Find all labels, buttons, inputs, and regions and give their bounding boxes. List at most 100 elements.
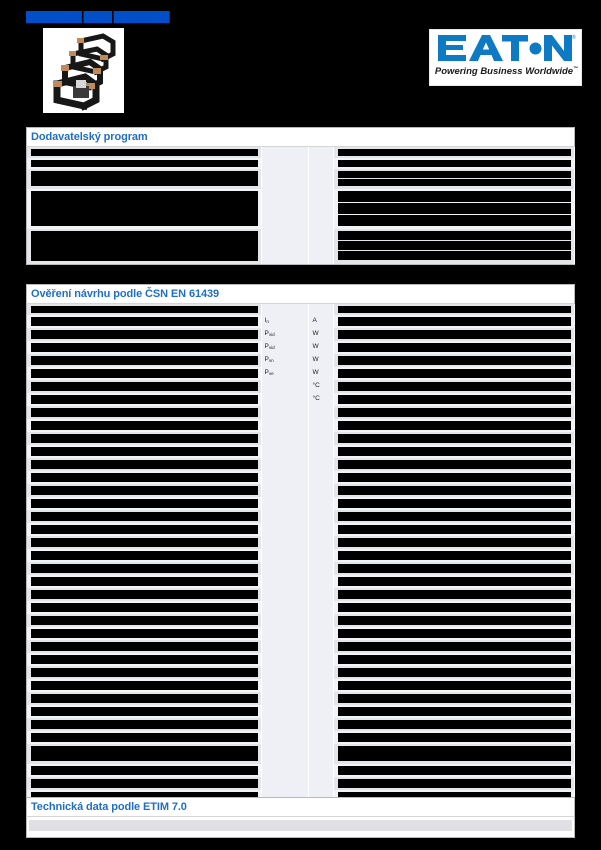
row-unit-cell: [308, 406, 334, 419]
row-symbol-cell: [261, 777, 309, 790]
redacted-text: [337, 668, 572, 677]
row-unit-cell: [308, 744, 334, 764]
row-value-cell: [333, 367, 575, 380]
row-value-cell: [333, 458, 575, 471]
row-unit-cell: [308, 169, 334, 189]
redacted-text: [31, 395, 259, 404]
table-row: Pve W: [27, 367, 575, 380]
row-label-cell: [27, 393, 262, 406]
row-label-cell: [27, 575, 262, 588]
redacted-text: [337, 766, 572, 775]
redacted-text: [31, 356, 259, 365]
row-unit-cell: [308, 536, 334, 549]
redacted-text: [337, 343, 572, 352]
redacted-text: [31, 421, 259, 430]
row-symbol-cell: [261, 718, 309, 731]
row-symbol-cell: [261, 523, 309, 536]
row-symbol-cell: [261, 536, 309, 549]
redacted-text: [337, 421, 572, 430]
table-row: [27, 679, 575, 692]
row-value-cell: [333, 229, 575, 264]
row-value-cell: [333, 614, 575, 627]
row-value-cell: [333, 731, 575, 744]
row-label-cell: [27, 484, 262, 497]
table-row: Pvid W: [27, 341, 575, 354]
row-symbol-cell: [261, 169, 309, 189]
table-row: [27, 169, 575, 189]
row-symbol-cell: [261, 458, 309, 471]
redacted-text: [31, 681, 259, 690]
table-row: [27, 458, 575, 471]
row-label-cell: [27, 354, 262, 367]
redacted-text: [31, 720, 259, 729]
row-label-cell: [27, 588, 262, 601]
row-value-cell: [333, 315, 575, 328]
row-unit-cell: [308, 419, 334, 432]
redacted-text: [337, 460, 572, 469]
redacted-text: [337, 564, 572, 573]
row-value-cell: [333, 510, 575, 523]
table-row: °C: [27, 380, 575, 393]
section-etim-technical-data: Technická data podle ETIM 7.0: [26, 797, 575, 838]
redacted-text: [31, 694, 259, 703]
redacted-text: [337, 629, 572, 638]
row-symbol-cell: Pve: [261, 367, 309, 380]
redacted-text: [337, 306, 572, 313]
row-unit-cell: [308, 562, 334, 575]
product-image: [43, 28, 124, 113]
row-label-cell: [27, 189, 262, 229]
row-unit-cell: [308, 575, 334, 588]
table-row: [27, 304, 575, 315]
table-supplier-program: [26, 146, 575, 265]
row-value-cell: [333, 523, 575, 536]
document-title: ████████ ████ ████████: [26, 12, 169, 23]
row-label-cell: [27, 718, 262, 731]
redacted-text: [337, 746, 572, 761]
table-row: [27, 484, 575, 497]
row-value-cell: [333, 169, 575, 189]
row-unit-cell: [308, 777, 334, 790]
row-symbol-cell: [261, 406, 309, 419]
row-unit-cell: [308, 640, 334, 653]
row-symbol-cell: [261, 229, 309, 264]
row-symbol-cell: [261, 419, 309, 432]
redacted-text: [337, 733, 572, 742]
row-label-cell: [27, 458, 262, 471]
eaton-trademark-symbol: ™: [573, 66, 579, 72]
row-unit-cell: [308, 588, 334, 601]
row-label-cell: [27, 627, 262, 640]
row-symbol-cell: [261, 549, 309, 562]
row-label-cell: [27, 614, 262, 627]
row-symbol-cell: [261, 575, 309, 588]
row-unit-cell: [308, 432, 334, 445]
redacted-text: [337, 408, 572, 417]
row-label-cell: [27, 497, 262, 510]
row-label-cell: [27, 562, 262, 575]
redacted-text: [337, 434, 572, 443]
row-label-cell: [27, 549, 262, 562]
redacted-text: [337, 241, 572, 250]
table-row: In A: [27, 315, 575, 328]
redacted-text: [31, 382, 259, 391]
row-unit-cell: [308, 666, 334, 679]
row-value-cell: [333, 328, 575, 341]
row-symbol-cell: [261, 510, 309, 523]
row-value-cell: [333, 536, 575, 549]
redacted-text: [31, 306, 259, 313]
table-row: [27, 764, 575, 777]
row-unit-cell: [308, 523, 334, 536]
row-symbol-cell: [261, 705, 309, 718]
table-row: [27, 731, 575, 744]
redacted-text: [337, 382, 572, 391]
row-unit-cell: [308, 627, 334, 640]
redacted-text: [337, 473, 572, 482]
table-row: [29, 820, 572, 831]
row-value-cell: [333, 380, 575, 393]
row-symbol-cell: [261, 393, 309, 406]
redacted-text: [337, 215, 572, 226]
row-value-cell: [333, 640, 575, 653]
row-symbol-cell: [261, 744, 309, 764]
redacted-text: [31, 551, 259, 560]
row-value-cell: [333, 304, 575, 315]
table-row: [27, 147, 575, 158]
